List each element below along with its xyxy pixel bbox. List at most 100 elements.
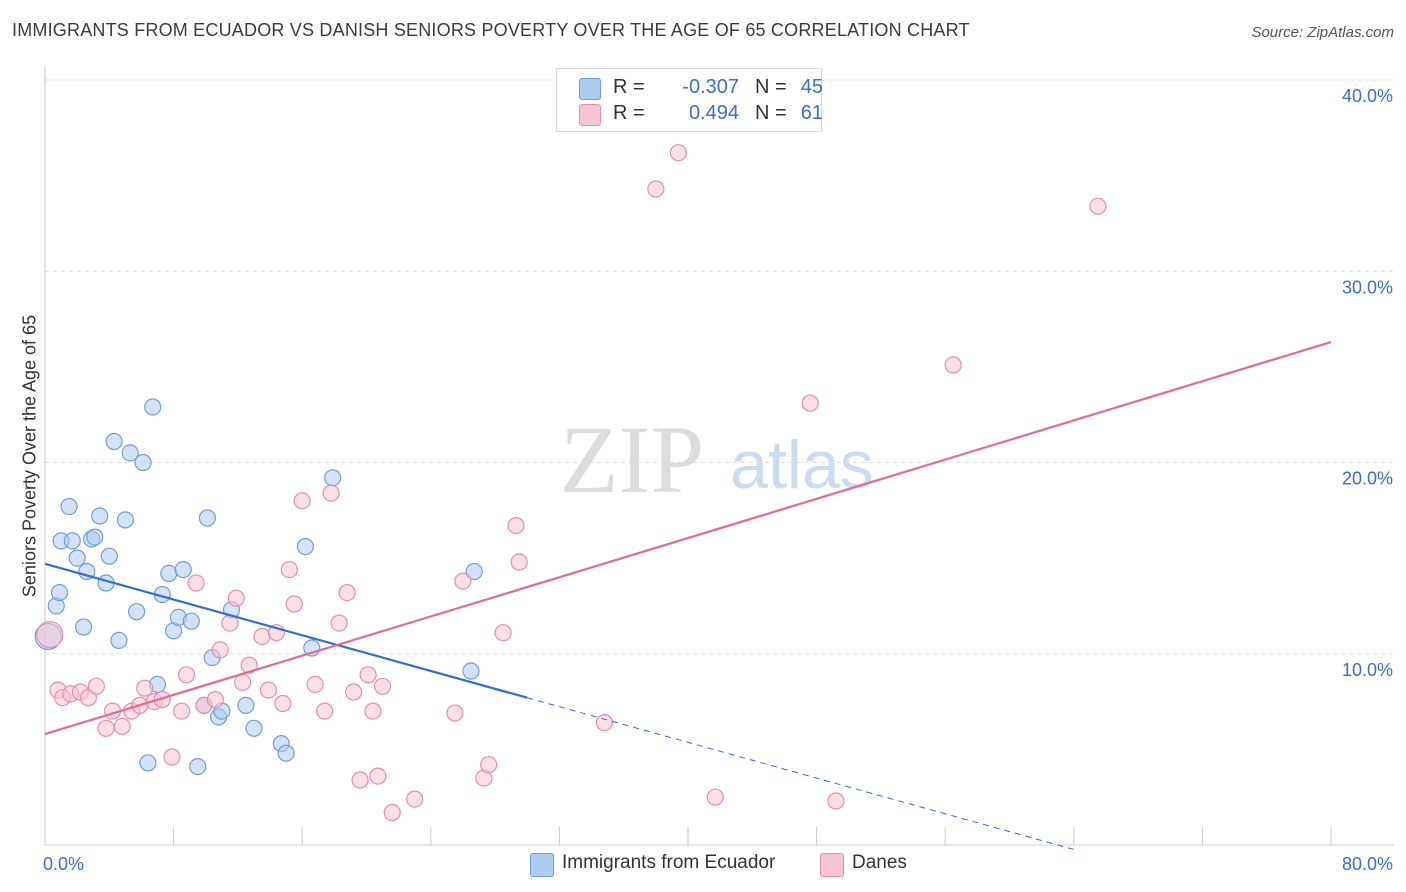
data-point [507, 516, 525, 535]
watermark-zip: ZIP [560, 406, 704, 513]
data-point [116, 511, 135, 529]
data-point [182, 612, 200, 630]
data-point [494, 624, 512, 642]
data-point [189, 757, 207, 776]
data-point [121, 444, 139, 462]
data-point [153, 690, 171, 709]
data-point [446, 704, 464, 722]
bottom-legend-label: Danes [852, 852, 907, 873]
data-point [406, 790, 424, 808]
trend-lines [44, 340, 1332, 850]
data-point [827, 792, 845, 810]
data-point [237, 696, 255, 715]
data-point [211, 641, 229, 659]
x-tick-label: 0.0% [43, 854, 84, 874]
data-point [36, 620, 64, 649]
data-point [364, 702, 382, 720]
data-point [198, 509, 216, 527]
data-point [245, 719, 263, 737]
y-tick-label: 30.0% [1342, 277, 1393, 297]
data-point [110, 631, 128, 650]
data-point [706, 788, 724, 806]
legend-n-value: 45 [800, 76, 823, 98]
data-point [136, 679, 154, 697]
chart-title: IMMIGRANTS FROM ECUADOR VS DANISH SENIOR… [12, 20, 970, 40]
data-point [306, 675, 324, 694]
bottom-legend-swatch-ecuador [530, 853, 554, 877]
data-point [345, 683, 363, 701]
legend-r-value: -0.307 [682, 76, 739, 98]
y-tick-label: 10.0% [1342, 660, 1393, 680]
data-point [330, 614, 348, 632]
legend-n-value: 61 [800, 102, 823, 124]
data-point [801, 394, 819, 412]
bottom-legend-swatch-danes [820, 853, 844, 877]
data-point [462, 662, 480, 680]
data-point [285, 595, 303, 613]
watermark-atlas: atlas [730, 427, 874, 503]
data-point [160, 564, 178, 583]
data-point [177, 666, 196, 684]
y-axis-title: Seniors Poverty Over the Age of 65 [19, 314, 40, 598]
gridlines [45, 79, 1394, 655]
data-point [259, 681, 277, 699]
data-point [1089, 197, 1107, 215]
data-point [647, 180, 665, 198]
data-point [187, 574, 205, 592]
data-point [91, 507, 109, 525]
data-point [87, 677, 106, 695]
data-point [351, 771, 369, 789]
data-point [227, 589, 245, 607]
tick-labels: 10.0% 20.0% 30.0% 40.0% 0.0% 80.0% [43, 86, 1393, 874]
data-point [240, 656, 258, 674]
data-point [97, 719, 115, 737]
data-point [163, 748, 181, 766]
data-point [100, 547, 118, 565]
data-point [60, 497, 78, 516]
data-point [134, 453, 152, 472]
data-point [50, 583, 69, 602]
data-point [465, 562, 483, 581]
trend-line [44, 340, 1332, 736]
trend-line [44, 562, 528, 699]
data-point [359, 666, 377, 684]
watermark: ZIP atlas [560, 406, 874, 513]
legend-r-value: 0.494 [688, 102, 739, 124]
data-point [280, 560, 298, 579]
legend-n-label: N = [755, 102, 787, 124]
data-point [369, 767, 387, 785]
y-tick-label: 20.0% [1342, 469, 1393, 489]
data-point [338, 583, 356, 602]
data-point [383, 803, 401, 822]
y-tick-label: 40.0% [1342, 86, 1393, 106]
legend-n-label: N = [755, 76, 787, 98]
data-point [68, 549, 86, 567]
legend-r-label: R = [613, 102, 645, 124]
data-point [322, 484, 340, 502]
data-point [510, 553, 528, 571]
data-point [74, 618, 93, 636]
data-point [480, 756, 498, 774]
legend-r-label: R = [613, 76, 645, 98]
data-point [296, 537, 314, 556]
data-point [669, 144, 688, 162]
data-point [234, 673, 252, 692]
data-point [595, 713, 614, 732]
data-point [128, 603, 146, 621]
data-point [139, 754, 157, 772]
bottom-legend-label: Immigrants from Ecuador [562, 852, 776, 873]
data-point [277, 744, 295, 762]
data-point [324, 469, 342, 487]
data-point [274, 694, 292, 713]
x-tick-label: 80.0% [1342, 854, 1393, 874]
data-point [293, 492, 311, 510]
data-point [144, 398, 162, 416]
data-point [454, 572, 472, 590]
data-point [944, 356, 962, 374]
data-point [206, 690, 224, 709]
data-point [174, 560, 192, 579]
data-point [253, 627, 271, 646]
data-points [34, 144, 1107, 822]
legend-swatch-ecuador [579, 78, 601, 100]
